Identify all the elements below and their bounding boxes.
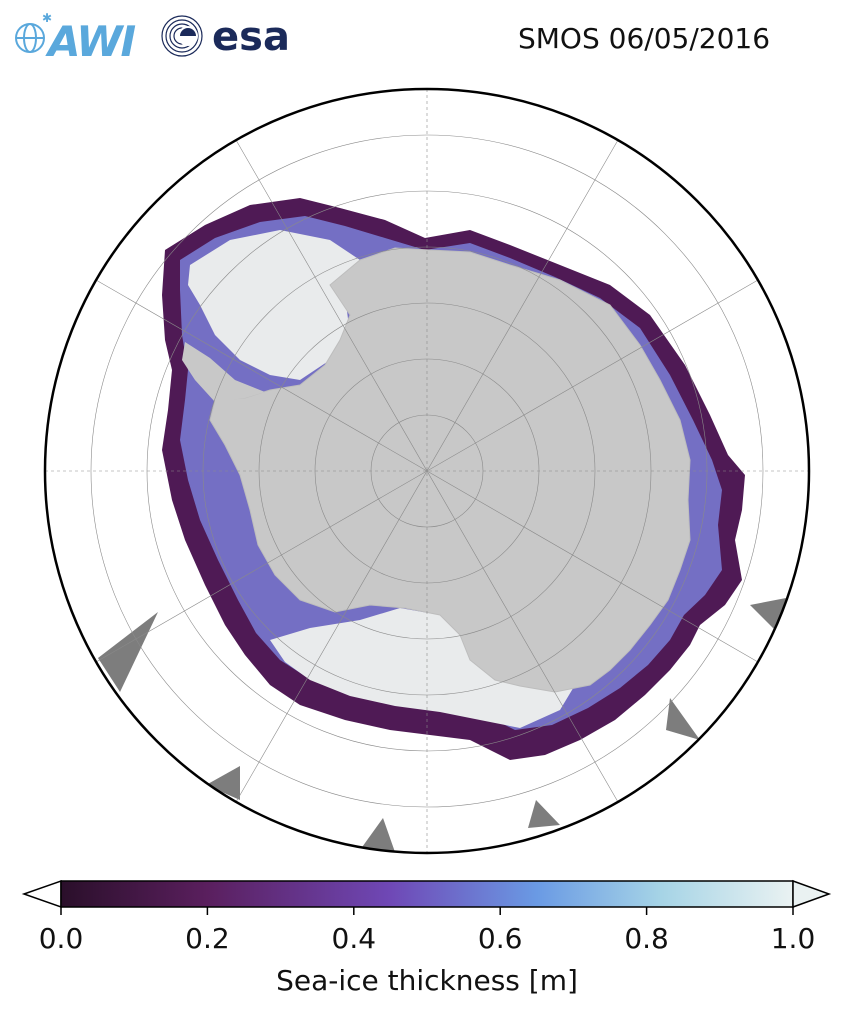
land-fragment-5 — [666, 698, 700, 740]
colorbar — [21, 879, 832, 915]
colorbar-tick-label: 1.0 — [770, 922, 816, 955]
antarctica-land — [209, 247, 691, 693]
awi-star-icon: ✱ — [42, 11, 52, 25]
antarctica-map — [43, 87, 811, 855]
colorbar-tick-label: 0.0 — [38, 922, 84, 955]
awi-globe-icon — [15, 23, 45, 53]
map-disc — [45, 89, 809, 853]
esa-emblem-icon — [161, 15, 203, 57]
awi-logo-text: AWI — [45, 17, 136, 64]
esa-logo-text: esa — [212, 14, 290, 60]
colorbar-tick-label: 0.6 — [477, 922, 523, 955]
colorbar-ticks — [60, 907, 794, 915]
antarctic-peninsula — [182, 342, 265, 402]
land-fragment-4 — [528, 800, 560, 828]
map-border — [43, 87, 811, 855]
sea-ice-thick-weddell — [188, 230, 360, 380]
land-fragment-1 — [98, 612, 158, 692]
awi-logo: ✱ AWI — [15, 11, 138, 64]
colorbar-tick-label: 0.2 — [185, 922, 230, 955]
colorbar-tick-label: 0.8 — [624, 922, 669, 955]
graticule — [45, 89, 809, 853]
land-fragment-3 — [360, 818, 396, 853]
map-title: SMOS 06/05/2016 — [518, 22, 771, 55]
colorbar-gradient — [60, 880, 794, 908]
colorbar-tick-label: 0.4 — [331, 922, 377, 955]
colorbar-extend-low — [21, 879, 62, 909]
esa-logo: esa — [161, 14, 290, 60]
sea-ice-thick-ross — [270, 608, 575, 728]
colorbar-extend-high — [792, 879, 832, 909]
land-fragment-2 — [206, 766, 240, 800]
colorbar-label: Sea-ice thickness [m] — [276, 964, 578, 997]
colorbar-tick-labels: 0.0 0.2 0.4 0.6 0.8 1.0 — [0, 922, 854, 962]
